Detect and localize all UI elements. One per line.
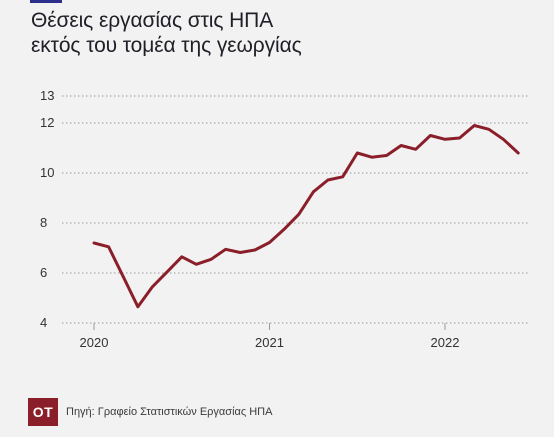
grid-lines [62, 95, 528, 324]
x-tick-label-2021: 2021 [255, 335, 284, 350]
x-tick-label-2020: 2020 [80, 335, 109, 350]
y-tick-label-13: 13 [40, 88, 54, 103]
series-group [92, 124, 520, 309]
x-axis-ticks [93, 323, 446, 330]
footer: ΟΤ Πηγή: Γραφείο Στατιστικών Εργασίας ΗΠ… [28, 398, 272, 426]
chart-title: Θέσεις εργασίας στις ΗΠΑ εκτός του τομέα… [31, 8, 511, 58]
y-axis-labels: 4 6 8 10 12 13 [40, 88, 54, 330]
y-tick-label-12: 12 [40, 115, 54, 130]
chart-title-line-2: εκτός του τομέα της γεωργίας [31, 34, 302, 57]
source-note: Πηγή: Γραφείο Στατιστικών Εργασίας ΗΠΑ [66, 406, 273, 418]
x-tick-label-2022: 2022 [431, 335, 460, 350]
title-accent-rule [30, 0, 62, 3]
y-tick-label-8: 8 [40, 215, 47, 230]
y-tick-label-6: 6 [40, 265, 47, 280]
chart-title-line-1: Θέσεις εργασίας στις ΗΠΑ [31, 9, 274, 32]
series-line [92, 124, 520, 309]
y-tick-label-10: 10 [40, 165, 54, 180]
x-axis-labels: 2020 2021 2022 [80, 335, 460, 350]
ot-logo: ΟΤ [28, 398, 58, 426]
y-tick-label-4: 4 [40, 315, 47, 330]
